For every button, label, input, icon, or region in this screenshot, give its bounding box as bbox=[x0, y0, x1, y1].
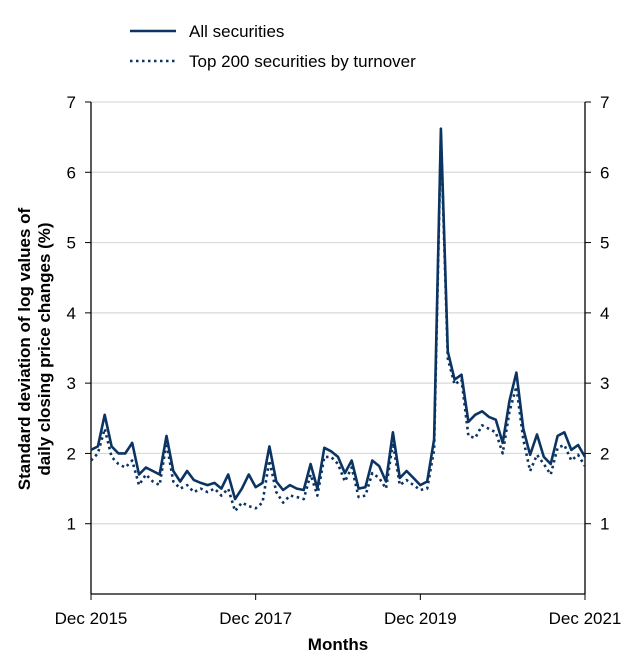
y-tick-label-left: 7 bbox=[67, 93, 76, 112]
gridlines bbox=[91, 101, 585, 525]
legend-label-top-200: Top 200 securities by turnover bbox=[189, 52, 416, 71]
legend-label-all-securities: All securities bbox=[189, 22, 284, 41]
y-tick-label-left: 1 bbox=[67, 515, 76, 534]
x-axis-title: Months bbox=[308, 635, 368, 654]
axes bbox=[85, 101, 591, 600]
y-tick-label-right: 7 bbox=[600, 93, 609, 112]
x-tick-label: Dec 2015 bbox=[55, 609, 128, 628]
y-tick-label-right: 5 bbox=[600, 234, 609, 253]
y-axis-title-line-1: Standard deviation of log values of bbox=[15, 207, 34, 490]
x-tick-label: Dec 2017 bbox=[219, 609, 292, 628]
y-axis-title: Standard deviation of log values of dail… bbox=[15, 207, 54, 490]
x-tick-label: Dec 2021 bbox=[549, 609, 622, 628]
y-tick-label-left: 3 bbox=[67, 374, 76, 393]
series-line-all-securities bbox=[90, 127, 587, 501]
series-lines bbox=[90, 127, 587, 513]
y-tick-label-right: 3 bbox=[600, 374, 609, 393]
y-axis-title-line-2: daily closing price changes (%) bbox=[35, 222, 54, 475]
y-tick-label-right: 6 bbox=[600, 163, 609, 182]
legend: All securities Top 200 securities by tur… bbox=[130, 22, 416, 71]
y-tick-label-right: 4 bbox=[600, 304, 609, 323]
y-tick-label-right: 2 bbox=[600, 444, 609, 463]
y-tick-label-left: 6 bbox=[67, 163, 76, 182]
y-tick-label-right: 1 bbox=[600, 515, 609, 534]
x-tick-label: Dec 2019 bbox=[384, 609, 457, 628]
y-tick-label-left: 4 bbox=[67, 304, 76, 323]
tick-labels: 1 1 2 2 3 3 4 4 5 5 6 6 7 7 Dec 2015 Dec 2017 Dec 2019 De… bbox=[55, 93, 622, 628]
y-tick-label-left: 2 bbox=[67, 444, 76, 463]
series-line-top-200 bbox=[90, 134, 587, 513]
y-tick-label-left: 5 bbox=[67, 234, 76, 253]
